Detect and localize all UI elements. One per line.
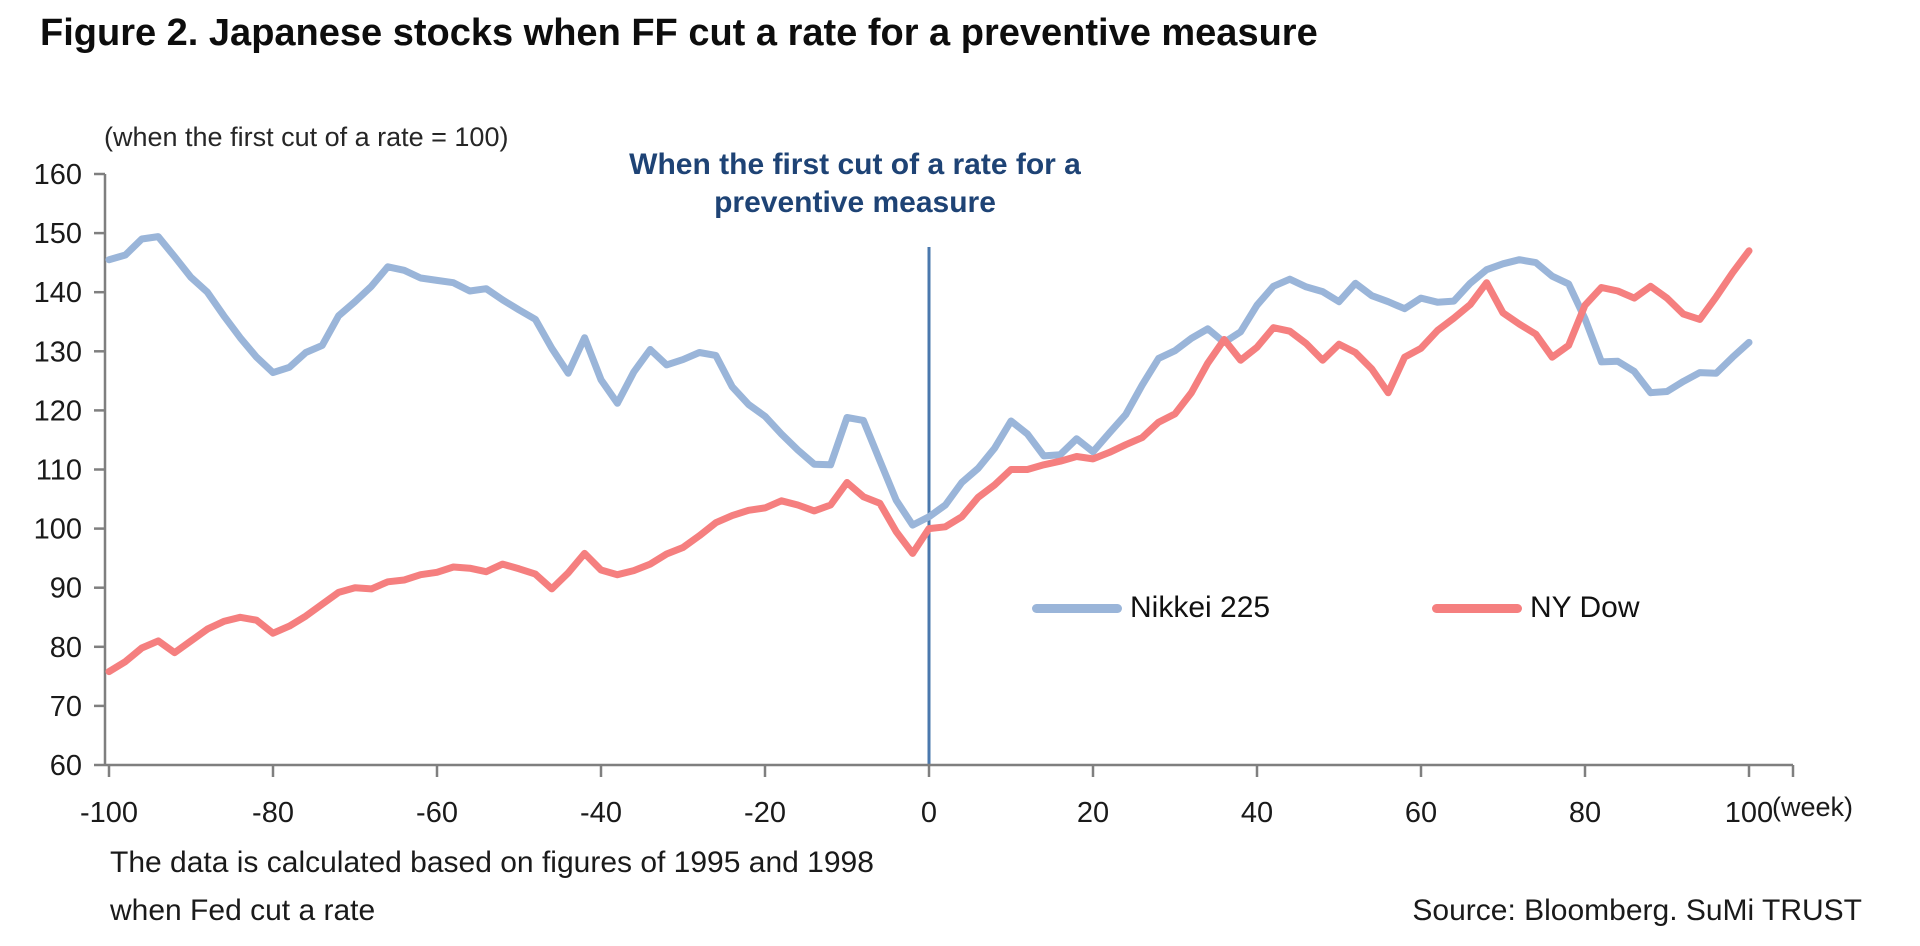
y-tick-label: 90 (50, 573, 82, 605)
footnote-line2: when Fed cut a rate (110, 894, 376, 927)
nikkei-225-line (105, 233, 1753, 529)
footnote-line1: The data is calculated based on figures … (110, 846, 874, 879)
event-annotation-line2: preventive measure (714, 186, 996, 219)
x-tick-label: -20 (744, 797, 786, 829)
y-tick-label: 130 (34, 336, 82, 368)
x-tick-label: -40 (580, 797, 622, 829)
y-tick-label: 160 (34, 159, 82, 191)
y-axis-unit-label: (when the first cut of a rate = 100) (104, 122, 509, 152)
event-annotation: When the first cut of a rate for a preve… (505, 146, 1205, 222)
x-tick-label: 40 (1241, 797, 1273, 829)
y-tick-label: 120 (34, 395, 82, 427)
x-tick-label: -100 (80, 797, 138, 829)
x-tick-label: 20 (1077, 797, 1109, 829)
x-tick-label: 100 (1725, 797, 1773, 829)
y-tick-label: 70 (50, 691, 82, 723)
figure-title: Figure 2. Japanese stocks when FF cut a … (40, 12, 1318, 54)
x-tick-label: 60 (1405, 797, 1437, 829)
x-tick-label: 0 (921, 797, 937, 829)
y-tick-label: 140 (34, 277, 82, 309)
y-tick-label: 60 (50, 750, 82, 782)
x-axis-unit-label: (week) (1772, 792, 1854, 822)
ny-dow-legend-label: NY Dow (1530, 591, 1640, 624)
nikkei-legend-label: Nikkei 225 (1130, 591, 1271, 624)
nikkei-legend-swatch (1032, 604, 1122, 613)
ny-dow-legend-swatch (1432, 604, 1522, 613)
x-tick-label: 80 (1569, 797, 1601, 829)
event-annotation-line1: When the first cut of a rate for a (629, 148, 1081, 181)
y-tick-label: 100 (34, 514, 82, 546)
ny-dow-line (105, 247, 1753, 676)
source-credit: Source: Bloomberg. SuMi TRUST (1412, 894, 1862, 927)
y-tick-label: 80 (50, 632, 82, 664)
y-tick-label: 150 (34, 218, 82, 250)
x-tick-label: -80 (252, 797, 294, 829)
y-tick-label: 110 (36, 455, 82, 487)
x-tick-label: -60 (416, 797, 458, 829)
